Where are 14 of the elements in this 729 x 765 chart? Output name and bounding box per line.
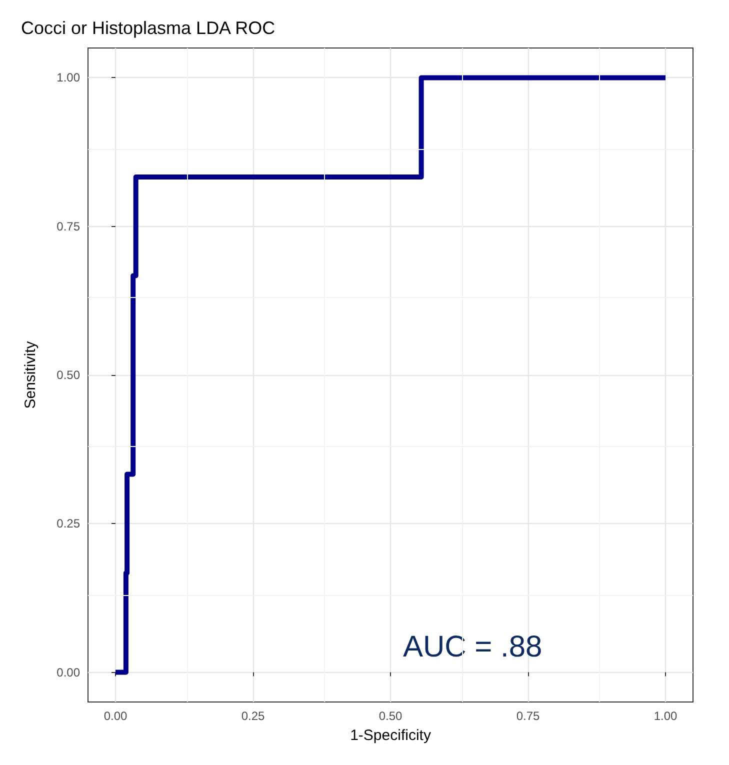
x-tick-label: 1.00 xyxy=(654,709,678,723)
y-axis-title: Sensitivity xyxy=(22,340,39,409)
y-tick-label: 0.75 xyxy=(56,219,80,234)
y-tick-label: 1.00 xyxy=(56,70,80,85)
annotation: AUC = .88 xyxy=(403,630,542,664)
x-tick-label: 0.25 xyxy=(241,709,265,723)
x-tick-label: 0.00 xyxy=(104,709,128,723)
y-tick-label: 0.25 xyxy=(56,516,80,531)
x-tick-label: 0.50 xyxy=(378,709,402,723)
chart-title: Cocci or Histoplasma LDA ROC xyxy=(21,18,276,38)
x-axis-title: 1-Specificity xyxy=(350,727,432,744)
x-tick-label: 0.75 xyxy=(516,709,540,723)
y-tick-label: 0.50 xyxy=(56,368,80,382)
y-tick-label: 0.00 xyxy=(56,665,80,680)
